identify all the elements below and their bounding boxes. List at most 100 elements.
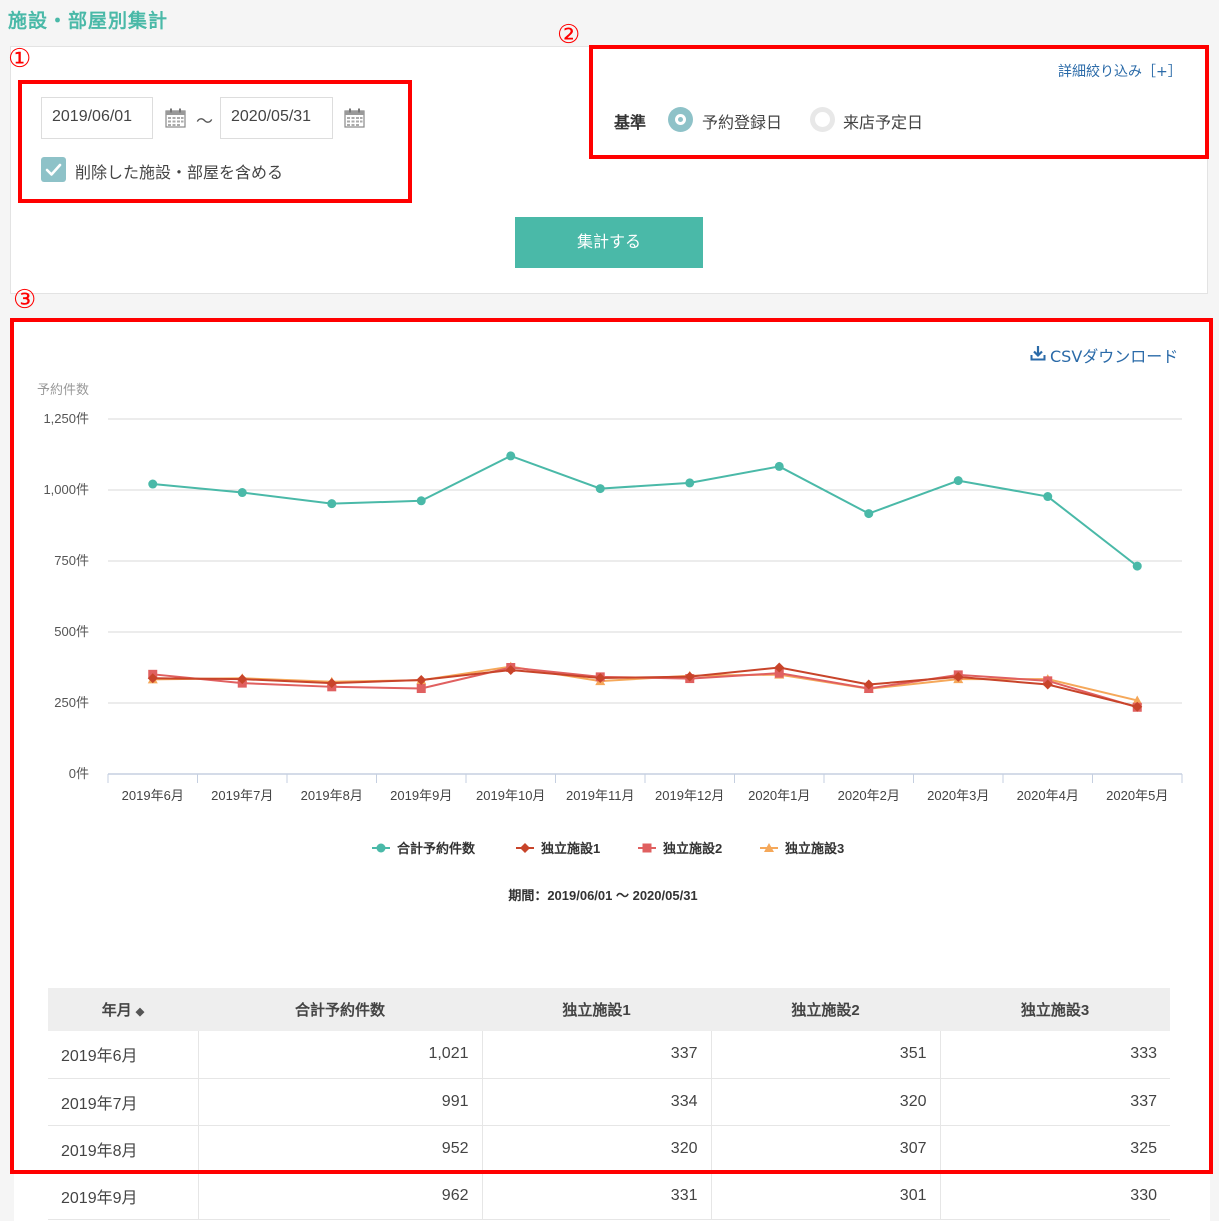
- table-cell: 337: [940, 1078, 1170, 1126]
- y-tick-label: 500件: [54, 624, 89, 639]
- data-point: [237, 488, 247, 498]
- data-point: [595, 484, 605, 494]
- checkmark-icon: [45, 163, 62, 176]
- y-tick-label: 250件: [54, 695, 89, 710]
- data-point: [505, 665, 516, 676]
- data-point: [520, 843, 530, 853]
- include-deleted-checkbox[interactable]: [41, 157, 66, 182]
- data-point: [1042, 679, 1053, 690]
- table-cell: 334: [482, 1078, 712, 1126]
- y-tick-label: 750件: [54, 553, 89, 568]
- legend-label: 独立施設3: [785, 841, 844, 856]
- annotation-box-2: [589, 45, 1209, 159]
- table-row: 2019年7月 991 334 320 337: [48, 1078, 1170, 1126]
- y-tick-label: 1,250件: [43, 411, 89, 426]
- data-point: [416, 684, 426, 694]
- x-tick-label: 2020年2月: [838, 788, 900, 803]
- include-deleted-label[interactable]: 削除した施設・部屋を含める: [75, 163, 284, 182]
- radio-visit-date[interactable]: [810, 107, 835, 132]
- data-point: [148, 479, 158, 489]
- data-point: [953, 671, 964, 682]
- y-tick-label: 0件: [69, 766, 89, 781]
- data-point: [953, 476, 963, 486]
- legend-item[interactable]: 独立施設2: [638, 841, 722, 856]
- legend-item[interactable]: 独立施設1: [516, 841, 600, 856]
- data-point: [326, 678, 337, 689]
- column-header-month[interactable]: 年月 ◆: [48, 988, 198, 1031]
- data-point: [863, 679, 874, 690]
- data-point: [416, 674, 427, 685]
- data-point: [1132, 701, 1143, 712]
- data-point: [685, 478, 695, 488]
- x-tick-label: 2020年1月: [748, 788, 810, 803]
- table-cell: 325: [940, 1125, 1170, 1173]
- aggregate-button[interactable]: 集計する: [515, 217, 703, 268]
- sort-icon[interactable]: ◆: [135, 1006, 145, 1018]
- x-tick-label: 2019年11月: [566, 788, 634, 803]
- x-tick-label: 2019年8月: [301, 788, 363, 803]
- annotation-number-3: ③: [13, 285, 37, 315]
- x-tick-label: 2019年12月: [655, 788, 724, 803]
- data-point: [595, 673, 606, 684]
- x-tick-label: 2019年9月: [390, 788, 452, 803]
- data-point: [506, 451, 516, 461]
- column-header-facility-2: 独立施設2: [711, 988, 940, 1031]
- x-tick-label: 2019年7月: [211, 788, 273, 803]
- x-tick-label: 2019年6月: [122, 788, 184, 803]
- table-cell: 2019年6月: [48, 1031, 199, 1079]
- calendar-icon[interactable]: [344, 108, 365, 128]
- data-point: [147, 673, 158, 684]
- data-point: [774, 662, 785, 673]
- chart-subtitle: 期間：2019/06/01 〜 2020/05/31: [508, 888, 697, 903]
- download-icon[interactable]: [1030, 345, 1046, 361]
- start-date-input[interactable]: 2019/06/01: [41, 97, 153, 139]
- table-cell: 351: [711, 1031, 941, 1079]
- table-cell: 2019年7月: [48, 1078, 199, 1126]
- page-title: 施設・部屋別集計: [8, 10, 169, 32]
- end-date-input[interactable]: 2020/05/31: [220, 97, 333, 139]
- y-tick-label: 1,000件: [43, 482, 89, 497]
- legend-label: 独立施設2: [663, 841, 722, 856]
- table-row: 2019年6月 1,021 337 351 333: [48, 1031, 1170, 1079]
- line-chart: 予約件数 0件 250件 500件 750件 1,000件 1,250件 2019年6月 2…: [37, 382, 1183, 903]
- column-header-total: 合計予約件数: [198, 988, 482, 1031]
- column-header-facility-3: 独立施設3: [940, 988, 1170, 1031]
- radio-booking-date-label[interactable]: 予約登録日: [702, 113, 783, 132]
- radio-booking-date[interactable]: [668, 107, 693, 132]
- radio-visit-date-label[interactable]: 来店予定日: [843, 113, 924, 132]
- data-point: [774, 461, 784, 471]
- table-cell: 1,021: [198, 1031, 483, 1079]
- data-point: [684, 671, 695, 682]
- legend-label: 合計予約件数: [397, 841, 476, 856]
- table-cell: 301: [711, 1172, 941, 1220]
- x-tick-label: 2019年10月: [476, 788, 545, 803]
- date-range-separator: 〜: [196, 112, 213, 132]
- legend-item[interactable]: 合計予約件数: [372, 841, 476, 856]
- annotation-box-3: [10, 318, 1213, 1174]
- table-cell: 962: [198, 1172, 483, 1220]
- table-cell: 330: [940, 1172, 1170, 1220]
- data-point: [1043, 492, 1053, 502]
- series-diamond: [147, 662, 1143, 712]
- legend-item[interactable]: 独立施設3: [760, 841, 844, 856]
- detail-filter-link[interactable]: 詳細絞り込み［+］: [1058, 64, 1182, 80]
- x-tick-label: 2020年4月: [1017, 788, 1079, 803]
- data-point: [327, 499, 337, 509]
- table-cell: 307: [711, 1125, 941, 1173]
- column-header-facility-1: 独立施設1: [482, 988, 711, 1031]
- csv-download-link[interactable]: CSVダウンロード: [1050, 347, 1179, 366]
- series-circle: [148, 451, 1142, 571]
- data-point: [416, 496, 426, 506]
- table-cell: 331: [482, 1172, 712, 1220]
- table-cell: 333: [940, 1031, 1170, 1079]
- calendar-icon[interactable]: [165, 108, 186, 128]
- table-cell: 2019年9月: [48, 1172, 199, 1220]
- table-row: 2019年9月 962 331 301 330: [48, 1172, 1170, 1220]
- table-cell: 991: [198, 1078, 483, 1126]
- criteria-label: 基準: [614, 113, 647, 132]
- y-axis-label: 予約件数: [37, 382, 89, 397]
- data-point: [237, 674, 248, 685]
- data-point: [1132, 561, 1142, 571]
- table-cell: 2019年8月: [48, 1125, 199, 1173]
- data-table: 年月 ◆ 合計予約件数 独立施設1 独立施設2 独立施設3 2019年6月 1,02…: [48, 988, 1170, 1220]
